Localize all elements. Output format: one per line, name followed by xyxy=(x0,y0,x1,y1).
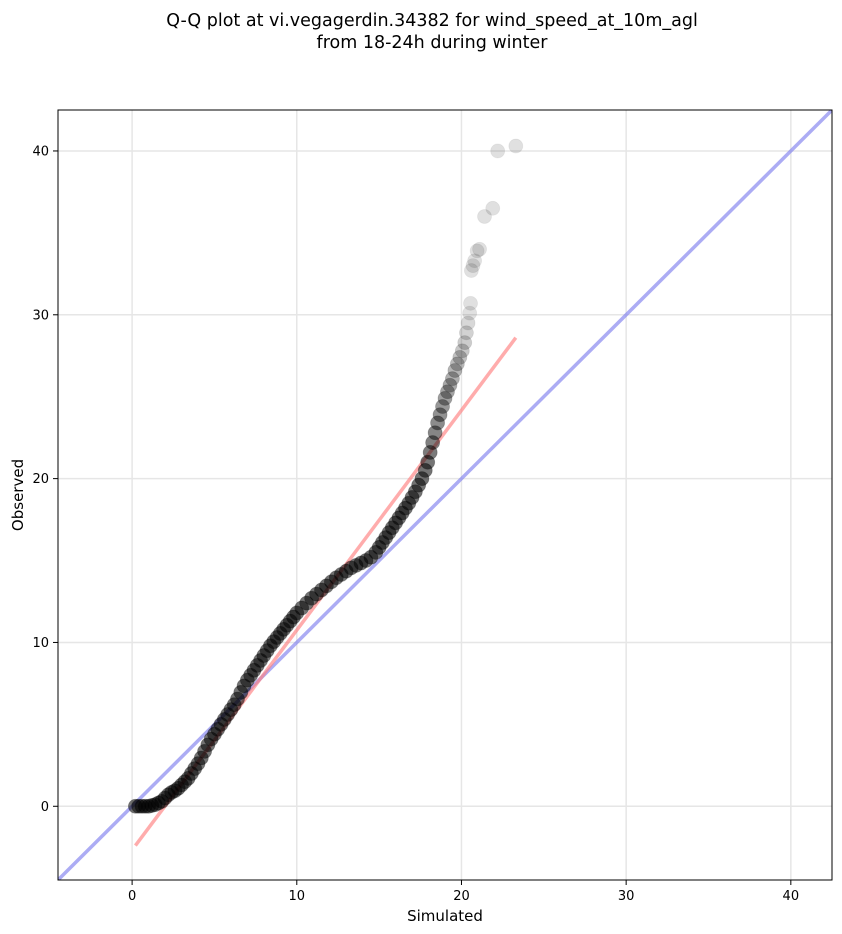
identity-line xyxy=(58,110,832,880)
y-tick-label: 0 xyxy=(41,800,49,815)
quantile-point xyxy=(425,435,441,450)
quantile-point xyxy=(490,143,506,159)
quantile-points xyxy=(127,138,524,814)
quantile-point xyxy=(447,363,463,378)
x-tick-label: 40 xyxy=(783,889,800,904)
quantile-point xyxy=(459,325,474,341)
y-tick-label: 20 xyxy=(32,472,49,487)
quantile-point xyxy=(442,377,458,393)
quantile-point xyxy=(460,315,476,331)
quantile-point xyxy=(432,407,448,423)
quantile-point xyxy=(472,241,487,257)
y-axis-label: Observed xyxy=(9,459,27,531)
quantile-point xyxy=(422,445,438,460)
quantile-point xyxy=(463,263,479,278)
quantile-point xyxy=(508,138,524,154)
reference-lines xyxy=(58,110,832,880)
quantile-point xyxy=(452,349,468,365)
chart-title: Q-Q plot at vi.vegagerdin.34382 for wind… xyxy=(166,11,698,31)
y-tick-label: 10 xyxy=(32,636,49,651)
x-tick-label: 0 xyxy=(128,889,136,904)
y-axis-ticks: 0 10 20 30 40 xyxy=(32,144,58,815)
quantile-point xyxy=(462,305,478,321)
x-axis-label: Simulated xyxy=(407,907,483,925)
x-axis-ticks: 0 10 20 30 40 xyxy=(128,880,799,904)
chart-subtitle: from 18-24h during winter xyxy=(317,33,549,53)
quantile-point xyxy=(467,253,483,269)
grid-lines xyxy=(58,110,832,880)
quantile-point xyxy=(465,258,481,274)
x-tick-label: 20 xyxy=(453,889,470,904)
quantile-point xyxy=(457,335,473,351)
quantile-point xyxy=(485,200,501,216)
x-tick-label: 30 xyxy=(618,889,635,904)
x-tick-label: 10 xyxy=(289,889,306,904)
quantile-point xyxy=(477,209,492,224)
quantile-point xyxy=(463,295,478,311)
quantile-point xyxy=(430,415,445,431)
quantile-point xyxy=(435,399,450,414)
quantile-point xyxy=(445,371,460,387)
plot-frame xyxy=(57,109,833,881)
quantile-point xyxy=(440,384,455,400)
y-tick-label: 40 xyxy=(32,144,49,159)
quantile-point xyxy=(469,243,485,259)
quantile-point xyxy=(454,343,470,359)
quantile-point xyxy=(449,356,465,372)
quantile-point xyxy=(437,390,453,406)
quantile-point xyxy=(427,425,443,441)
y-tick-label: 30 xyxy=(32,308,49,323)
